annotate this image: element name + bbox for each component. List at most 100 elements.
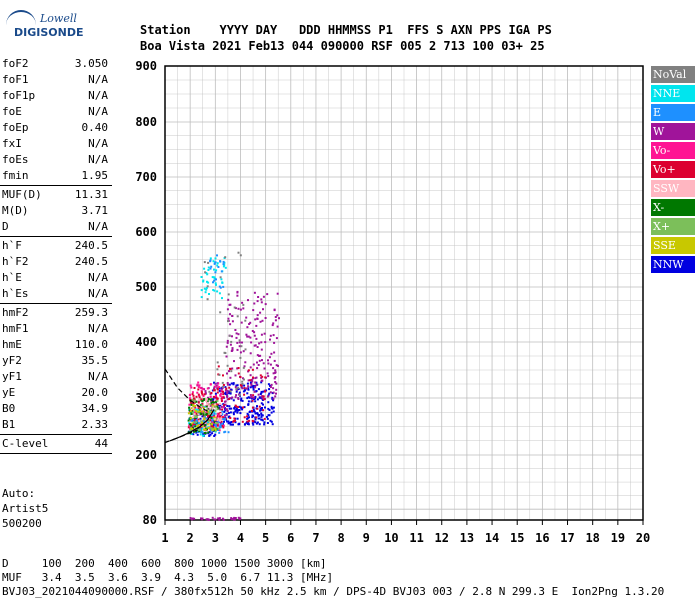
point-nnw <box>260 390 263 393</box>
point-w <box>229 323 232 326</box>
point-nnw <box>258 414 261 416</box>
point-w <box>259 320 262 323</box>
point-ssw <box>197 413 200 416</box>
point-nnw <box>209 433 212 436</box>
point-nnw <box>235 390 238 393</box>
point-vo <box>209 383 212 386</box>
point-vo <box>189 384 192 387</box>
point-nnw <box>242 390 245 393</box>
point-w <box>238 341 241 344</box>
point-nne <box>206 273 209 276</box>
point-w <box>248 323 251 325</box>
point-w <box>219 408 222 411</box>
point-noval <box>204 271 207 274</box>
point-ssw <box>216 419 219 422</box>
point-w <box>221 517 224 520</box>
point-vo <box>218 386 221 389</box>
point-x <box>216 422 219 425</box>
y-tick-label: 300 <box>135 391 157 405</box>
logo-top-text: Lowell <box>40 12 77 25</box>
point-vo <box>197 419 199 422</box>
point-w <box>230 350 233 352</box>
point-nnw <box>234 406 236 409</box>
point-nnw <box>249 410 251 413</box>
point-w <box>254 377 257 380</box>
point-w <box>234 307 237 310</box>
point-nnw <box>230 388 233 391</box>
point-vo <box>213 395 215 398</box>
point-x <box>204 424 207 427</box>
param-row: M(D) 3.71 <box>0 203 112 219</box>
point-e <box>227 431 230 434</box>
point-nnw <box>224 409 227 412</box>
param-value: 44 <box>94 437 108 450</box>
y-tick-label: 600 <box>135 225 157 239</box>
point-w <box>250 341 253 344</box>
point-nnw <box>235 384 238 387</box>
point-nnw <box>247 423 250 426</box>
point-w <box>253 331 256 334</box>
point-vo <box>217 373 220 376</box>
point-nne <box>214 413 217 416</box>
point-vo <box>251 406 254 409</box>
station-header: Station YYYY DAY DDD HHMMSS P1 FFS S AXN… <box>140 22 552 54</box>
point-w <box>266 395 269 398</box>
point-noval <box>238 339 241 342</box>
point-e <box>210 265 213 268</box>
point-w <box>249 352 252 355</box>
point-ssw <box>219 418 222 421</box>
point-w <box>267 359 269 362</box>
point-nne <box>195 408 198 411</box>
point-w <box>272 372 275 375</box>
point-nnw <box>260 402 263 405</box>
point-w <box>226 308 229 311</box>
param-name: C-level <box>2 437 49 450</box>
logo-arc <box>6 10 36 28</box>
point-sse <box>213 416 216 419</box>
point-vo <box>188 403 191 406</box>
legend-item-sse: SSE <box>651 237 695 254</box>
point-vo <box>206 387 209 390</box>
point-vo <box>195 412 197 415</box>
point-x <box>208 411 210 414</box>
point-vo <box>237 406 239 409</box>
point-sse <box>191 422 194 425</box>
point-w <box>224 403 227 406</box>
point-sse <box>203 418 206 421</box>
point-sse <box>187 412 190 415</box>
point-nnw <box>269 384 271 387</box>
point-w <box>229 397 232 400</box>
point-x <box>190 403 193 406</box>
param-row: h`F 240.5 <box>0 238 112 254</box>
point-x <box>198 430 201 433</box>
point-sse <box>196 425 199 428</box>
point-ssw <box>208 423 211 426</box>
point-x <box>195 400 198 403</box>
param-value: N/A <box>88 370 108 383</box>
point-nnw <box>263 423 266 426</box>
point-e <box>222 418 225 421</box>
point-nnw <box>255 381 258 384</box>
point-nne <box>209 410 211 413</box>
point-noval <box>229 390 232 393</box>
point-vo <box>197 388 200 391</box>
point-w <box>260 379 263 382</box>
point-vo <box>214 385 217 388</box>
point-w <box>271 324 274 327</box>
point-e <box>209 260 212 263</box>
point-vo <box>222 390 225 393</box>
point-w <box>213 518 216 521</box>
point-w <box>231 347 234 350</box>
point-nnw <box>255 390 258 393</box>
point-nnw <box>243 384 246 387</box>
param-name: B1 <box>2 418 16 431</box>
point-nnw <box>250 400 253 403</box>
point-nnw <box>208 431 211 433</box>
point-sse <box>192 404 195 407</box>
point-w <box>239 308 242 311</box>
point-w <box>222 518 225 521</box>
point-x <box>203 411 206 414</box>
point-sse <box>207 423 210 426</box>
x-tick-label: 16 <box>535 531 549 545</box>
point-vo <box>195 395 198 398</box>
